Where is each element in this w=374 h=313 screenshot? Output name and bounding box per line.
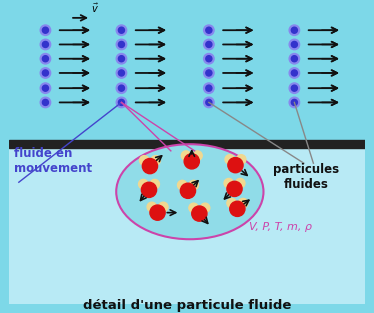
Circle shape (116, 97, 127, 108)
Bar (9, 144, 365, 304)
Circle shape (150, 205, 165, 220)
Circle shape (206, 70, 212, 76)
Circle shape (206, 85, 212, 91)
Circle shape (40, 97, 50, 108)
Circle shape (159, 202, 168, 212)
Circle shape (227, 181, 242, 197)
Circle shape (119, 70, 125, 76)
Circle shape (203, 68, 214, 78)
Circle shape (116, 68, 127, 78)
Circle shape (116, 83, 127, 93)
Circle shape (289, 83, 300, 93)
Circle shape (119, 100, 125, 105)
Circle shape (42, 27, 49, 33)
Circle shape (291, 27, 297, 33)
Circle shape (206, 100, 212, 105)
Text: V, P, T, m, ρ: V, P, T, m, ρ (249, 222, 312, 232)
Circle shape (42, 41, 49, 48)
Circle shape (206, 41, 212, 48)
Circle shape (203, 39, 214, 50)
Circle shape (116, 54, 127, 64)
Circle shape (189, 180, 198, 190)
Circle shape (119, 56, 125, 62)
Circle shape (289, 39, 300, 50)
Circle shape (203, 97, 214, 108)
Circle shape (236, 178, 245, 188)
Text: $\vec{v}$: $\vec{v}$ (91, 2, 99, 15)
Circle shape (142, 158, 157, 174)
Circle shape (40, 68, 50, 78)
Circle shape (289, 97, 300, 108)
Text: fluide en
mouvement: fluide en mouvement (14, 147, 92, 175)
Bar (9, 141, 365, 148)
Circle shape (291, 56, 297, 62)
Circle shape (178, 180, 187, 190)
Circle shape (141, 182, 157, 198)
Circle shape (150, 179, 159, 189)
Circle shape (238, 198, 248, 208)
Circle shape (151, 156, 160, 165)
Circle shape (291, 85, 297, 91)
Circle shape (289, 54, 300, 64)
Circle shape (236, 155, 246, 164)
Circle shape (291, 41, 297, 48)
Circle shape (138, 179, 148, 189)
Circle shape (203, 83, 214, 93)
Circle shape (291, 70, 297, 76)
Circle shape (42, 56, 49, 62)
Circle shape (180, 183, 196, 198)
Circle shape (206, 56, 212, 62)
Text: particules
fluides: particules fluides (273, 163, 339, 191)
Circle shape (200, 203, 210, 213)
Circle shape (228, 157, 243, 173)
Circle shape (42, 85, 49, 91)
Circle shape (119, 27, 125, 33)
Circle shape (225, 155, 234, 164)
Circle shape (192, 206, 207, 221)
Bar (9, 7, 365, 144)
Circle shape (119, 85, 125, 91)
Circle shape (289, 25, 300, 35)
Text: détail d'une particule fluide: détail d'une particule fluide (83, 299, 291, 312)
Circle shape (206, 27, 212, 33)
Circle shape (40, 54, 50, 64)
Circle shape (184, 154, 199, 169)
Circle shape (116, 39, 127, 50)
Circle shape (181, 151, 191, 160)
Circle shape (203, 25, 214, 35)
Circle shape (291, 100, 297, 105)
Circle shape (42, 70, 49, 76)
Circle shape (40, 25, 50, 35)
Circle shape (147, 202, 157, 212)
Circle shape (203, 54, 214, 64)
Ellipse shape (116, 144, 264, 239)
Circle shape (224, 178, 233, 188)
Circle shape (230, 201, 245, 216)
Circle shape (289, 68, 300, 78)
Circle shape (193, 151, 202, 160)
Circle shape (119, 41, 125, 48)
Circle shape (40, 83, 50, 93)
Circle shape (140, 156, 149, 165)
Circle shape (189, 203, 198, 213)
Circle shape (116, 25, 127, 35)
Circle shape (42, 100, 49, 105)
Circle shape (227, 198, 236, 208)
Circle shape (40, 39, 50, 50)
